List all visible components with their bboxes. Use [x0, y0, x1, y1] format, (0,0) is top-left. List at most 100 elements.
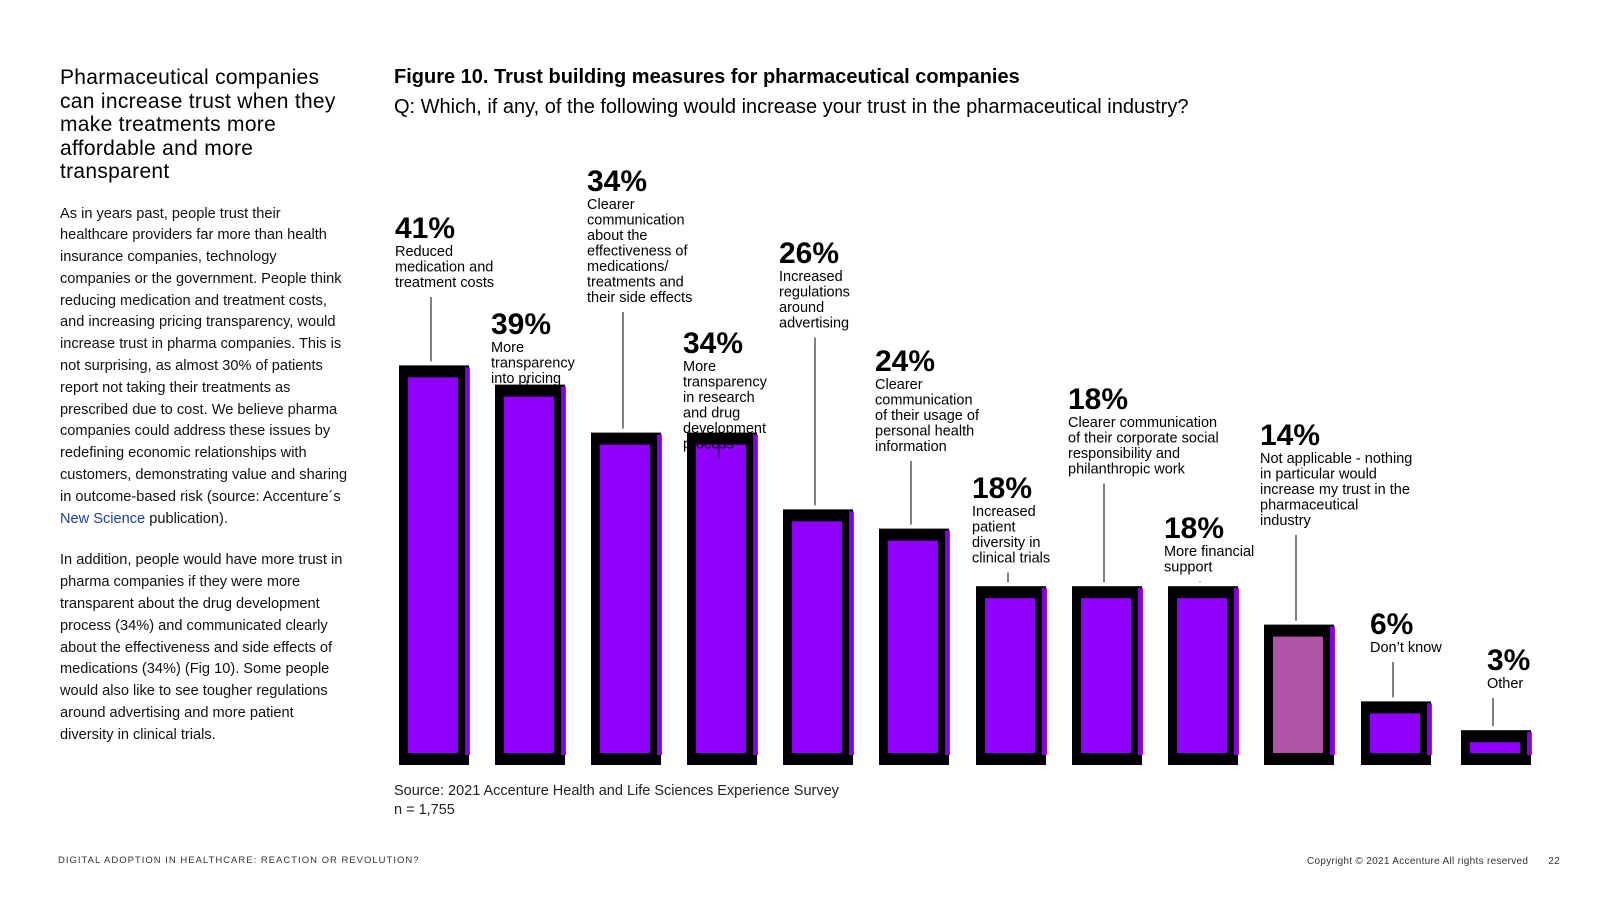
category-label: Clearer — [875, 377, 923, 393]
footer-copyright: Copyright © 2021 Accenture All rights re… — [1306, 856, 1529, 867]
bar-group — [1168, 586, 1239, 765]
bar-edge — [465, 367, 470, 755]
bar-group — [1264, 624, 1335, 765]
bar-group — [1072, 586, 1143, 765]
data-label: 34% — [587, 165, 647, 198]
footer-report-title: DIGITAL ADOPTION IN HEALTHCARE: REACTION… — [58, 855, 420, 866]
category-label: clinical trials — [972, 551, 1050, 567]
category-label: advertising — [779, 316, 849, 332]
data-label: 41% — [395, 212, 455, 245]
figure-title: Figure 10. Trust building measures for p… — [394, 66, 1020, 88]
page-number: 22 — [1548, 856, 1560, 867]
footer-right: Copyright © 2021 Accenture All rights re… — [1287, 856, 1560, 867]
bar-edge — [561, 386, 566, 755]
bar-edge — [1330, 626, 1335, 755]
bar — [985, 598, 1035, 753]
bar — [408, 377, 458, 753]
category-label: industry — [1260, 513, 1312, 529]
category-label: Clearer — [587, 197, 635, 213]
bar-group — [1461, 730, 1532, 765]
category-label: medication and — [395, 260, 493, 276]
bar — [1370, 713, 1420, 753]
category-label: More financial — [1164, 544, 1254, 560]
category-label: Increased — [972, 504, 1036, 520]
bar — [504, 396, 554, 753]
bar — [1273, 636, 1323, 753]
bar-edge — [753, 434, 758, 755]
sidebar-paragraph-2: In addition, people would have more trus… — [60, 552, 343, 743]
sample-size: n = 1,755 — [394, 802, 455, 818]
bar-group — [591, 432, 662, 765]
category-label: personal health — [875, 424, 974, 440]
data-label: 39% — [491, 308, 551, 341]
category-label: More — [683, 359, 716, 375]
category-label: around — [779, 300, 824, 316]
category-label: Not applicable - nothing — [1260, 451, 1412, 467]
category-label: into pricing — [491, 371, 561, 387]
category-label: in particular would — [1260, 467, 1377, 483]
figure-question: Q: Which, if any, of the following would… — [394, 96, 1189, 118]
data-label: 18% — [972, 472, 1032, 505]
category-label: treatments and — [587, 275, 684, 291]
data-label: 18% — [1068, 383, 1128, 416]
bar-edge — [849, 511, 854, 755]
category-label: of their corporate social — [1068, 431, 1219, 447]
bar — [1081, 598, 1131, 753]
bar-group — [495, 384, 566, 765]
category-label: Clearer communication — [1068, 415, 1217, 431]
category-label: development — [683, 421, 766, 437]
category-label: philanthropic work — [1068, 462, 1186, 478]
bar — [1177, 598, 1227, 753]
bar — [600, 444, 650, 753]
bar-group — [976, 586, 1047, 765]
data-label: 24% — [875, 345, 935, 378]
data-label: 6% — [1370, 608, 1413, 641]
sidebar-heading: Pharmaceutical companies can increase tr… — [60, 66, 336, 183]
bar-edge — [1138, 588, 1143, 755]
category-label: communication — [587, 213, 685, 229]
category-label: patient — [972, 520, 1016, 536]
sidebar-paragraph-1-text: As in years past, people trust their hea… — [60, 205, 348, 505]
category-label: of their usage of — [875, 408, 980, 424]
category-label: effectiveness of — [587, 244, 688, 260]
category-label: process — [683, 437, 734, 453]
sidebar: Pharmaceutical companies can increase tr… — [60, 66, 350, 767]
bar-edge — [1234, 588, 1239, 755]
category-label: Don’t know — [1370, 640, 1442, 656]
category-label: Increased — [779, 269, 843, 285]
data-label: 3% — [1487, 644, 1530, 677]
bar — [696, 444, 746, 753]
category-label: in research — [683, 390, 755, 406]
category-label: responsibility and — [1068, 446, 1180, 462]
new-science-link[interactable]: New Science — [60, 510, 146, 527]
source-note: Source: 2021 Accenture Health and Life S… — [394, 782, 839, 820]
category-label: transparency — [683, 375, 768, 391]
category-label: support — [1164, 560, 1212, 576]
bar-edge — [945, 530, 950, 755]
category-label: communication — [875, 393, 973, 409]
sidebar-paragraph-1-end: publication). — [145, 510, 228, 527]
category-label: Reduced — [395, 244, 453, 260]
category-label: their side effects — [587, 290, 692, 306]
category-label: increase my trust in the — [1260, 482, 1410, 498]
category-label: treatment costs — [395, 275, 494, 291]
data-label: 34% — [683, 327, 743, 360]
bar-group — [1361, 701, 1432, 765]
source-text: Source: 2021 Accenture Health and Life S… — [394, 783, 839, 799]
category-label: and drug — [683, 406, 740, 422]
bar-group — [399, 365, 470, 765]
bar-group — [879, 528, 950, 765]
bar — [888, 540, 938, 753]
bar-edge — [1527, 732, 1532, 755]
category-label: diversity in — [972, 535, 1041, 551]
category-label: regulations — [779, 285, 850, 301]
category-label: Other — [1487, 676, 1523, 692]
data-label: 26% — [779, 237, 839, 270]
category-label: transparency — [491, 356, 576, 372]
data-label: 18% — [1164, 512, 1224, 545]
category-label: More — [491, 340, 524, 356]
sidebar-paragraph-1: As in years past, people trust their hea… — [60, 204, 350, 531]
category-label: about the — [587, 228, 647, 244]
category-label: pharmaceutical — [1260, 498, 1358, 514]
